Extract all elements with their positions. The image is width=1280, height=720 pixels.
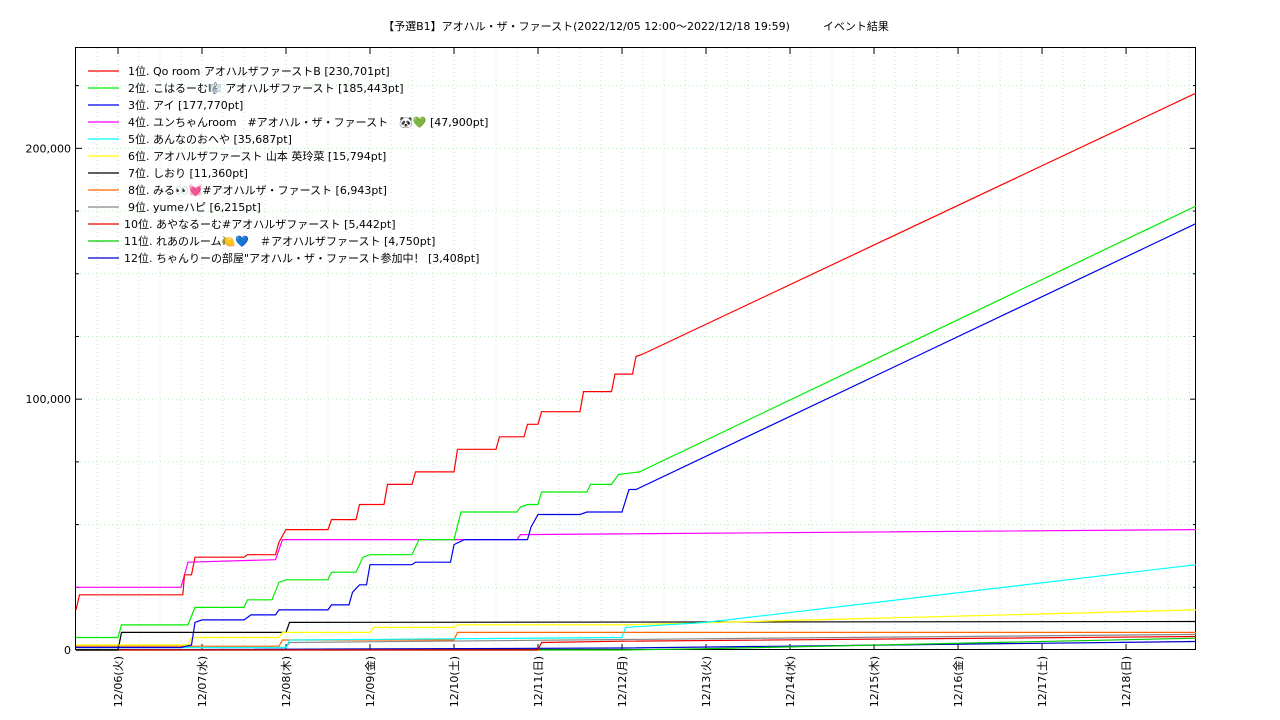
x-tick-label: 12/17(土): [1036, 656, 1049, 707]
legend-entry: 6位. アオハルザファースト 山本 英玲菜 [15,794pt]: [128, 149, 386, 163]
series-line: [76, 620, 1197, 651]
series-line: [76, 564, 1197, 649]
series-line: [75, 640, 1197, 651]
x-tick-label: 12/10(土): [448, 656, 461, 707]
x-tick-label: 12/18(日): [1120, 656, 1133, 707]
legend-entry: 11位. れあのルーム🍋💙 ＃アオハルザファースト [4,750pt]: [124, 234, 435, 248]
x-tick-label: 12/14(水): [784, 656, 797, 707]
series-line: [76, 609, 1197, 646]
y-tick-label: 200,000: [26, 142, 72, 155]
series-line: [76, 635, 1197, 651]
legend-entry: 2位. こはるーむ🎼 アオハルザファースト [185,443pt]: [128, 81, 404, 95]
legend-entry: 4位. ユンちゃんroom #アオハル・ザ・ファースト 🐼💚 [47,900pt…: [128, 115, 488, 129]
legend-entry: 5位. あんなのおへや [35,687pt]: [128, 132, 292, 146]
legend-entry: 8位. みる👀💓#アオハルザ・ファースト [6,943pt]: [128, 183, 387, 197]
x-tick-label: 12/13(火): [700, 656, 713, 707]
x-tick-label: 12/08(木): [280, 656, 293, 707]
x-tick-label: 12/07(水): [196, 656, 209, 707]
x-tick-label: 12/16(金): [951, 656, 965, 707]
legend-entry: 3位. アイ [177,770pt]: [128, 98, 243, 112]
legend-entry: 10位. あやなるーむ#アオハルザファースト [5,442pt]: [124, 217, 396, 231]
series-lines: [75, 92, 1197, 651]
axis-ticks: 0 100,000 200,000 12/06(火) 12/07(水) 12/08(木) 1…: [26, 48, 1196, 707]
legend-entry: 9位. yumeハピ [6,215pt]: [128, 200, 261, 214]
series-line: [76, 223, 1197, 649]
x-tick-label: 12/06(火): [112, 656, 125, 707]
series-line: [75, 92, 1197, 611]
legend-entry: 12位. ちゃんりーの部屋"アオハル・ザ・ファースト参加中！ [3,408pt]: [124, 251, 479, 265]
legend-entry: 1位. Qo room アオハルザファーストB [230,701pt]: [128, 64, 390, 78]
x-tick-label: 12/11(日): [532, 656, 545, 707]
chart-title: 【予選B1】アオハル・ザ・ファースト(2022/12/05 12:00～2022…: [383, 19, 889, 33]
x-tick-label: 12/12(月): [616, 656, 629, 707]
legend-entry: 7位. しおり [11,360pt]: [128, 166, 248, 180]
legend: 1位. Qo room アオハルザファーストB [230,701pt] 2位. こ…: [88, 64, 488, 265]
y-tick-label: 0: [64, 644, 71, 657]
series-line: [76, 528, 1197, 588]
x-tick-label: 12/15(木): [868, 656, 881, 707]
series-line: [76, 205, 1197, 639]
x-tick-label: 12/09(金): [363, 656, 377, 707]
y-tick-label: 100,000: [26, 393, 72, 406]
chart-grid: [76, 48, 1196, 650]
